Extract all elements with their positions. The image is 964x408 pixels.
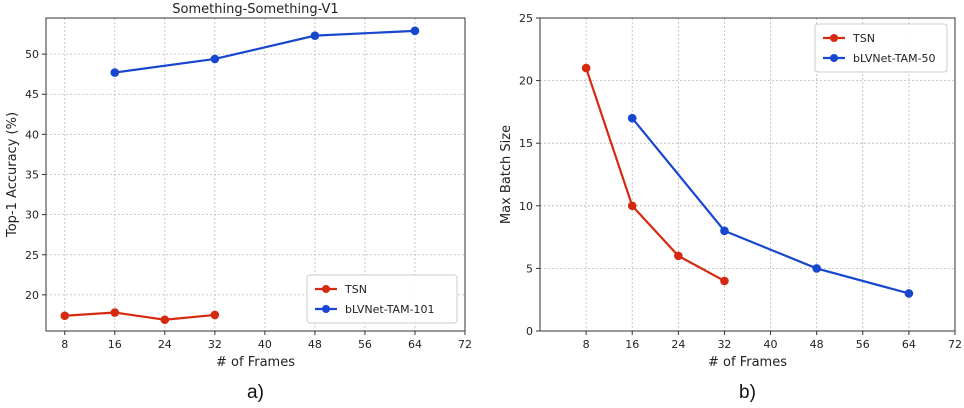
data-point bbox=[110, 68, 120, 77]
x-tick-label: 72 bbox=[458, 338, 472, 351]
x-tick-label: 56 bbox=[358, 338, 372, 351]
y-tick-label: 30 bbox=[25, 209, 39, 222]
data-point bbox=[720, 276, 729, 286]
data-point bbox=[904, 289, 914, 298]
data-point bbox=[110, 308, 120, 317]
panel-caption: a) bbox=[247, 382, 264, 403]
x-tick-label: 8 bbox=[583, 338, 590, 351]
legend-label: TSN bbox=[344, 283, 367, 296]
x-tick-label: 8 bbox=[61, 338, 68, 351]
panel-caption: b) bbox=[739, 382, 756, 403]
chart-title: Something-Something-V1 bbox=[172, 2, 338, 17]
legend-box bbox=[306, 274, 458, 324]
legend-label: bLVNet-TAM-101 bbox=[345, 303, 435, 316]
data-point bbox=[627, 201, 637, 211]
y-tick-label: 20 bbox=[519, 75, 533, 88]
y-tick-label: 25 bbox=[519, 12, 533, 25]
x-axis-label: # of Frames bbox=[216, 355, 295, 370]
x-tick-label: 64 bbox=[408, 338, 422, 351]
series-tsn bbox=[60, 308, 220, 325]
x-tick-label: 64 bbox=[902, 338, 916, 351]
chart-2: 8 16 24 32 40 48 56 64 72 0 5 10 15 20 25 # of Frames Ma… bbox=[499, 12, 962, 403]
y-tick-label: 5 bbox=[526, 262, 533, 275]
y-tick-label: 50 bbox=[25, 48, 39, 61]
y-tick-label: 35 bbox=[25, 169, 39, 182]
x-tick-label: 16 bbox=[625, 338, 639, 351]
data-point bbox=[720, 226, 729, 236]
legend-label: TSN bbox=[852, 32, 875, 45]
x-tick-label: 24 bbox=[671, 338, 685, 351]
y-tick-label: 10 bbox=[519, 200, 533, 213]
y-tick-label: 0 bbox=[526, 325, 533, 338]
plot-frame bbox=[539, 17, 956, 332]
x-tick-label: 32 bbox=[208, 338, 222, 351]
x-tick-label: 16 bbox=[108, 338, 122, 351]
y-tick-label: 20 bbox=[25, 289, 39, 302]
series-line bbox=[631, 117, 910, 295]
series-line bbox=[64, 311, 215, 321]
x-tick-label: 40 bbox=[764, 338, 778, 351]
series-blvnet-tam-101 bbox=[110, 26, 420, 77]
y-axis-label: Max Batch Size bbox=[499, 125, 514, 224]
y-tick-label: 15 bbox=[519, 137, 533, 150]
data-point bbox=[60, 311, 70, 321]
data-point bbox=[210, 310, 220, 320]
data-point bbox=[310, 31, 320, 40]
y-tick-label: 40 bbox=[25, 128, 39, 141]
legend-swatch-marker bbox=[322, 305, 330, 313]
series-tsn bbox=[581, 63, 729, 286]
legend-swatch-marker bbox=[830, 54, 838, 62]
series-line bbox=[114, 29, 416, 74]
data-point bbox=[674, 251, 683, 261]
x-tick-label: 48 bbox=[810, 338, 824, 351]
series-line bbox=[585, 67, 725, 282]
x-tick-label: 32 bbox=[717, 338, 731, 351]
x-tick-label: 72 bbox=[948, 338, 962, 351]
y-axis-label: Top-1 Accuracy (%) bbox=[5, 112, 20, 238]
data-point bbox=[812, 264, 821, 273]
data-point bbox=[627, 113, 637, 123]
legend-box bbox=[814, 23, 948, 73]
chart-1: 8 16 24 32 40 48 56 64 72 20 25 30 35 40 45 50 # of Fram… bbox=[5, 2, 472, 403]
x-tick-label: 48 bbox=[308, 338, 322, 351]
legend: TSN bLVNet-TAM-50 bbox=[814, 23, 948, 73]
x-tick-label: 56 bbox=[856, 338, 870, 351]
legend-label: bLVNet-TAM-50 bbox=[853, 52, 936, 65]
x-tick-label: 40 bbox=[258, 338, 272, 351]
series-blvnet-tam-50 bbox=[627, 113, 914, 298]
y-tick-label: 25 bbox=[25, 249, 39, 262]
data-point bbox=[410, 26, 420, 36]
x-tick-label: 24 bbox=[158, 338, 172, 351]
data-point bbox=[210, 54, 220, 64]
legend-swatch-marker bbox=[322, 285, 330, 293]
x-axis-label: # of Frames bbox=[708, 355, 787, 370]
y-tick-label: 45 bbox=[25, 88, 39, 101]
data-point bbox=[160, 315, 170, 325]
data-point bbox=[581, 63, 591, 73]
legend-swatch-marker bbox=[830, 34, 838, 42]
legend: TSN bLVNet-TAM-101 bbox=[306, 274, 458, 324]
